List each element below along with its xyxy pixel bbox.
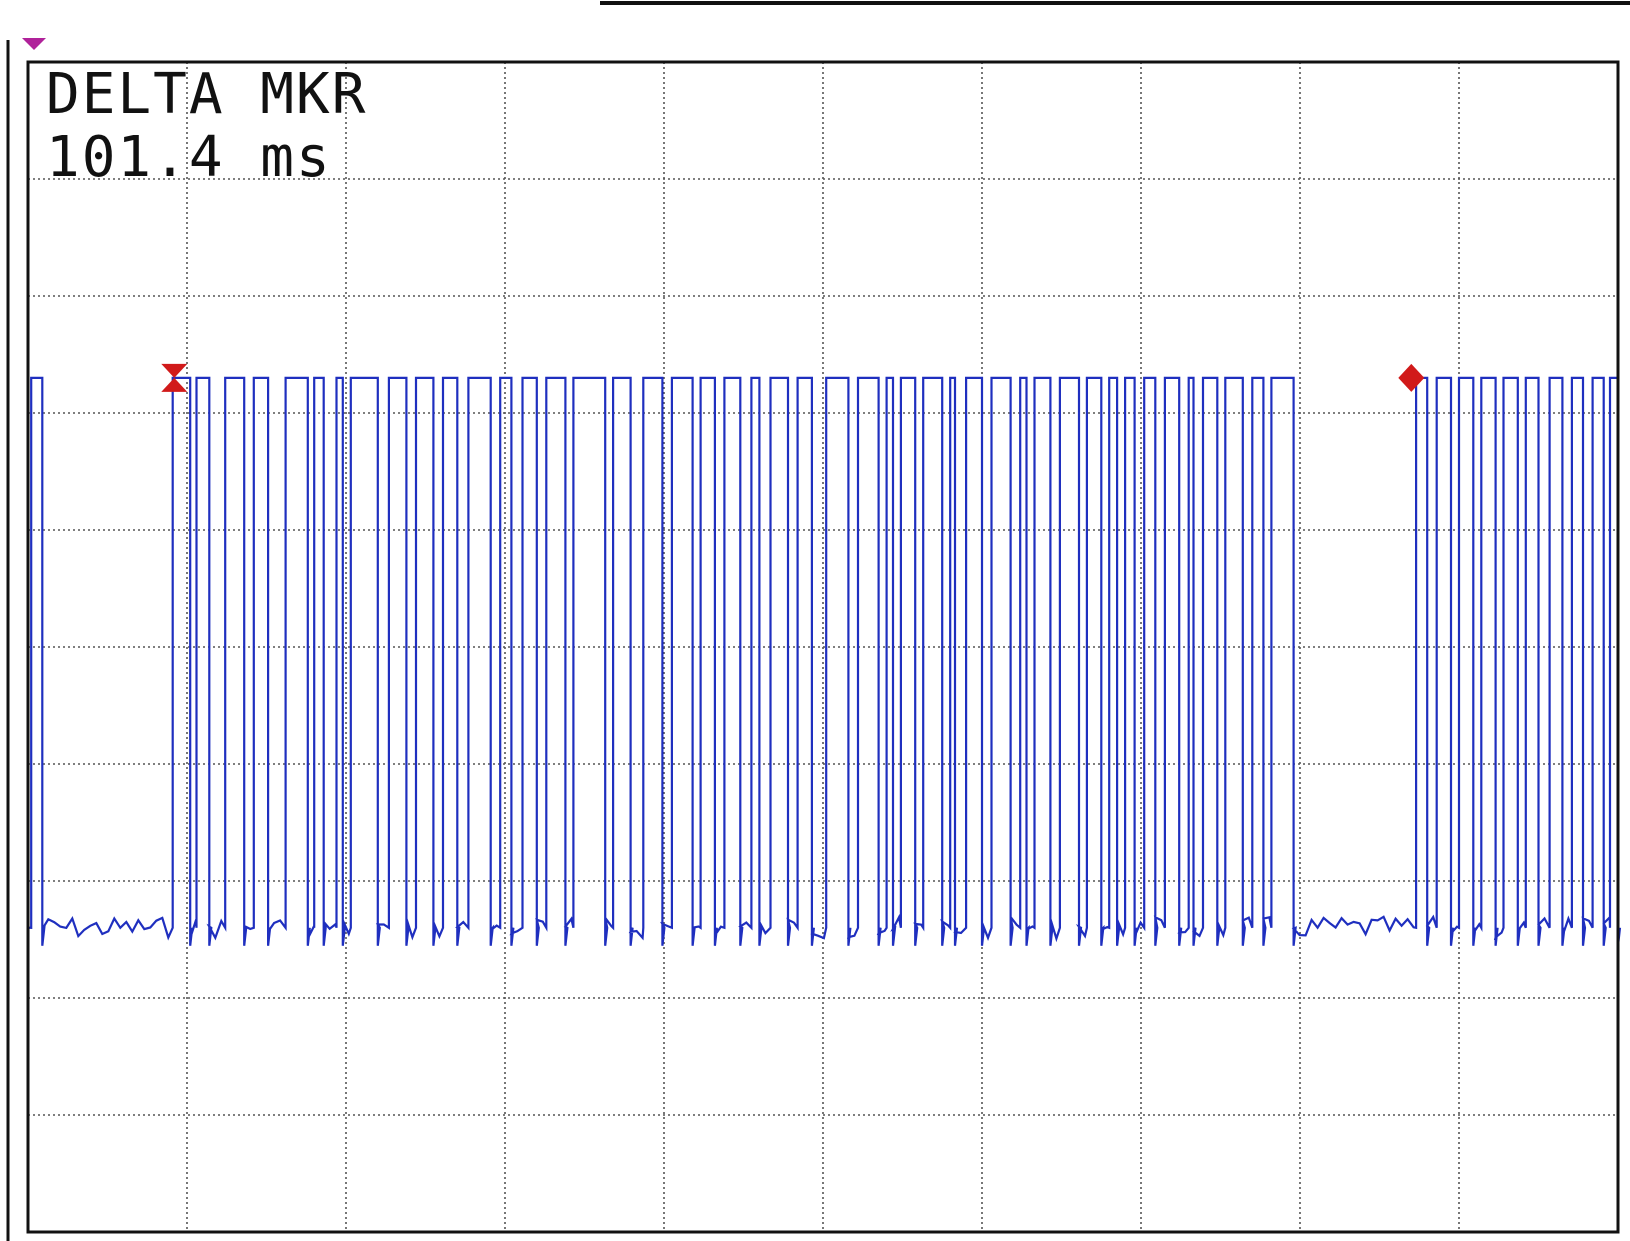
plot-frame	[26, 60, 1620, 1234]
delta-marker-label: DELTA MKR	[46, 62, 367, 127]
trigger-marker-icon	[22, 38, 46, 50]
signal-trace	[26, 376, 1622, 946]
graticule	[28, 62, 1618, 1232]
reference-marker-icon	[161, 363, 188, 392]
marker-layer	[22, 38, 1425, 392]
waveform-layer	[26, 376, 1622, 946]
delta-marker-value: 101.4 ms	[46, 125, 332, 190]
active-marker-icon	[1398, 363, 1425, 392]
